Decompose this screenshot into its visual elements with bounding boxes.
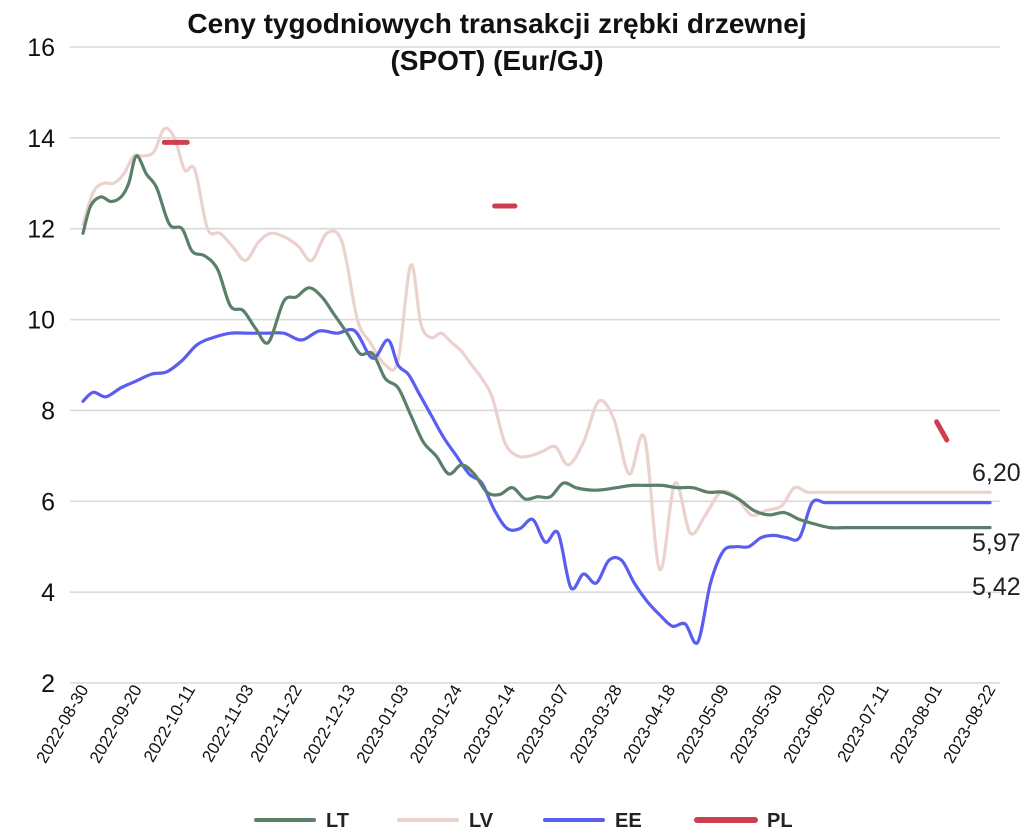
x-tick-label: 2023-01-03 [353,682,413,767]
x-tick-label: 2023-08-22 [940,682,1000,767]
x-tick-label: 2022-12-13 [299,682,359,767]
series-lines [81,126,992,645]
legend-label-ee: EE [615,810,642,832]
data-label: 5,97 [972,529,1021,557]
y-tick-label: 16 [27,34,55,62]
x-tick-label: 2023-05-09 [673,682,733,767]
x-tick-label: 2022-10-11 [140,682,199,766]
y-tick-label: 4 [41,579,55,607]
y-tick-label: 8 [41,397,55,425]
series-line-ee [81,327,992,645]
x-tick-label: 2023-03-07 [513,682,573,767]
x-tick-label: 2023-08-01 [886,682,946,767]
x-tick-label: 2023-02-14 [459,682,519,767]
legend-label-pl: PL [767,810,793,832]
x-tick-label: 2022-09-20 [86,682,146,767]
legend-label-lv: LV [469,810,494,832]
y-tick-label: 6 [41,488,55,516]
y-tick-label: 10 [27,307,55,335]
x-tick-label: 2023-06-20 [779,682,839,767]
chart-title-line-2: (SPOT) (Eur/GJ) [390,45,603,76]
data-labels: 6,20 5,97 5,42 [972,459,1021,601]
data-label: 6,20 [972,459,1021,487]
y-axis-tick-labels: 2 4 6 8 10 12 14 16 [27,34,55,698]
x-tick-label: 2023-03-28 [566,682,626,767]
y-tick-label: 2 [41,670,55,698]
x-tick-label: 2023-04-18 [619,682,679,767]
series-line-lv [81,126,992,572]
x-tick-label: 2023-05-30 [726,682,786,767]
legend: LT LV EE PL [254,810,793,832]
y-tick-label: 12 [27,216,55,244]
legend-label-lt: LT [326,810,349,832]
y-tick-label: 14 [27,125,55,153]
data-label: 5,42 [972,573,1021,601]
x-tick-label: 2023-07-11 [833,682,892,766]
gridlines [70,46,1000,684]
series-line-lt [81,154,992,530]
chart-title-line-1: Ceny tygodniowych transakcji zrębki drze… [187,8,806,39]
x-tick-label: 2023-01-24 [406,682,466,767]
series-line-pl-segment-3 [934,419,950,443]
